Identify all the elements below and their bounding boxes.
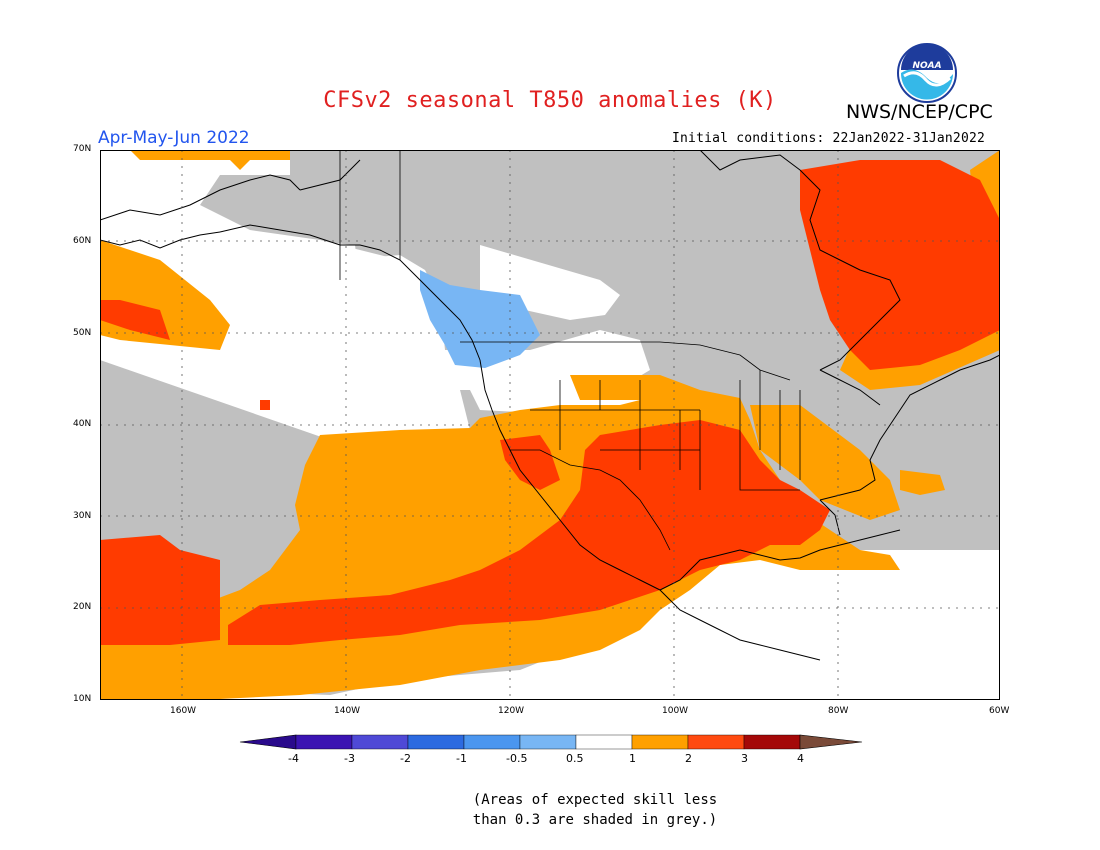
svg-text:NOAA: NOAA <box>912 61 941 71</box>
colorbar <box>239 734 863 750</box>
lon-label-60w: 60W <box>989 706 1010 716</box>
skill-note-line-1: (Areas of expected skill less <box>472 792 718 808</box>
organization-label: NWS/NCEP/CPC <box>846 101 993 123</box>
colorbar-label: 2 <box>685 752 692 765</box>
lon-label-80w: 80W <box>828 706 849 716</box>
skill-note-line-2: than 0.3 are shaded in grey.) <box>472 812 718 828</box>
skill-note: (Areas of expected skill less than 0.3 a… <box>0 790 1100 830</box>
colorbar-label: -0.5 <box>506 752 528 765</box>
colorbar-label: -1 <box>456 752 467 765</box>
lat-label-30n: 30N <box>73 511 92 521</box>
colorbar-min-arrow <box>239 734 297 750</box>
lat-label-50n: 50N <box>73 328 92 338</box>
lat-label-20n: 20N <box>73 602 92 612</box>
lon-label-140w: 140W <box>334 706 361 716</box>
colorbar-label: 1 <box>629 752 636 765</box>
lat-label-70n: 70N <box>73 144 92 154</box>
noaa-logo: NOAA <box>897 43 957 103</box>
colorbar-label: -3 <box>344 752 355 765</box>
colorbar-label: 3 <box>741 752 748 765</box>
borders <box>339 150 801 551</box>
season-label: Apr-May-Jun 2022 <box>98 128 250 148</box>
colorbar-max-arrow <box>799 734 863 750</box>
chart-title: CFSv2 seasonal T850 anomalies (K) <box>323 88 777 113</box>
anomaly-map <box>100 150 1000 700</box>
graticule <box>100 150 1000 700</box>
colorbar-label: 4 <box>797 752 804 765</box>
lon-label-120w: 120W <box>498 706 525 716</box>
lon-label-160w: 160W <box>170 706 197 716</box>
lat-label-40n: 40N <box>73 419 92 429</box>
colorbar-label: -2 <box>400 752 411 765</box>
anomaly-1-to-2-regions <box>100 160 1000 645</box>
coastlines <box>100 150 1000 661</box>
colorbar-label: -4 <box>288 752 299 765</box>
colorbar-label: 0.5 <box>566 752 584 765</box>
lat-label-60n: 60N <box>73 236 92 246</box>
lon-label-100w: 100W <box>662 706 689 716</box>
initial-conditions-label: Initial conditions: 22Jan2022-31Jan2022 <box>672 131 986 146</box>
lat-label-10n: 10N <box>73 694 92 704</box>
